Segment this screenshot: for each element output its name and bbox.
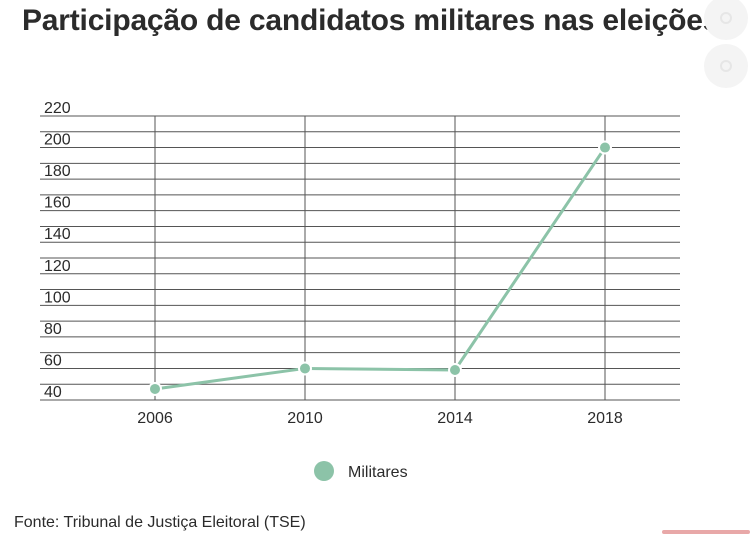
y-tick-label: 80 (44, 321, 62, 338)
x-tick-label: 2018 (587, 410, 623, 427)
data-point[interactable] (148, 381, 162, 396)
y-tick-label: 180 (44, 163, 71, 180)
y-tick-label: 100 (44, 289, 71, 306)
series-line-militares (154, 146, 607, 391)
source-note: Fonte: Tribunal de Justiça Eleitoral (TS… (14, 514, 306, 531)
grid-layer (40, 115, 680, 401)
chart-title: Participação de candidatos militares nas… (22, 4, 720, 37)
y-tick-label: 60 (44, 352, 62, 369)
x-axis-ticks: 2006 2010 2014 2018 (137, 410, 623, 427)
data-point[interactable] (598, 140, 612, 155)
data-point[interactable] (448, 363, 462, 378)
y-tick-label: 40 (44, 384, 62, 401)
x-tick-label: 2006 (137, 410, 173, 427)
y-tick-label: 220 (44, 100, 71, 117)
legend: Militares (314, 461, 408, 481)
y-tick-label: 140 (44, 226, 71, 243)
y-tick-label: 120 (44, 258, 71, 275)
y-tick-label: 160 (44, 195, 71, 212)
x-tick-label: 2010 (287, 410, 323, 427)
series-layer (148, 140, 612, 396)
y-tick-label: 200 (44, 132, 71, 149)
data-point[interactable] (298, 361, 312, 376)
legend-swatch-militares (314, 461, 334, 481)
accent-bar (662, 530, 750, 534)
more-icon[interactable] (704, 44, 748, 88)
legend-label-militares: Militares (348, 464, 408, 481)
share-icon[interactable] (704, 0, 748, 40)
y-axis-ticks: 40 60 80 100 120 140 160 180 200 220 (44, 100, 71, 401)
x-tick-label: 2014 (437, 410, 473, 427)
